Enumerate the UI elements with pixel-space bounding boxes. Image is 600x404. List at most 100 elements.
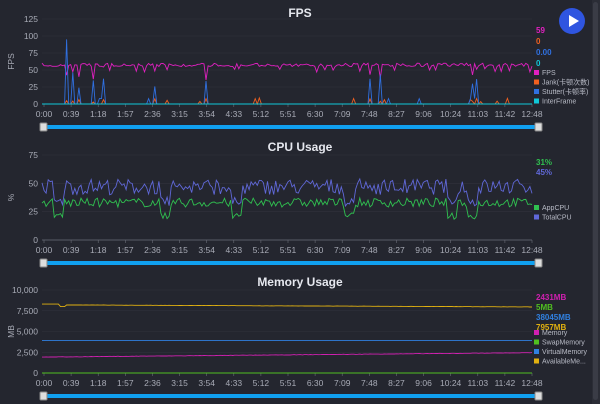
cpu-xtick: 10:24 [440,245,462,255]
cpu-legend-swatch[interactable] [534,214,539,220]
fps-xtick: 1:57 [117,109,134,119]
fps-xtick: 9:06 [415,109,432,119]
fps-xtick: 1:18 [90,109,107,119]
memory-xtick: 10:24 [440,378,462,388]
memory-xtick: 0:00 [36,378,53,388]
fps-legend-item[interactable]: Jank(卡顿次数) [542,78,589,87]
cpu-ylabel: % [6,193,16,201]
memory-current-value: 7957MB [536,323,566,332]
fps-xtick: 2:36 [144,109,161,119]
cpu-legend-swatch[interactable] [534,205,539,210]
cpu-title: CPU Usage [268,140,333,154]
fps-xtick: 12:48 [521,109,543,119]
fps-legend-swatch[interactable] [534,70,539,75]
fps-ytick: 125 [24,14,38,24]
cpu-xtick: 2:36 [144,245,161,255]
memory-range-slider[interactable] [44,394,540,398]
cpu-ytick: 75 [29,150,39,160]
memory-xtick: 5:51 [280,378,297,388]
memory-xtick: 5:12 [253,378,270,388]
memory-xtick: 6:30 [307,378,324,388]
fps-ytick: 25 [29,82,39,92]
cpu-xtick: 1:57 [117,245,134,255]
memory-ytick: 0 [33,368,38,378]
fps-series-stutter [42,39,532,105]
fps-xtick: 7:48 [361,109,378,119]
cpu-range-slider[interactable] [44,261,540,265]
cpu-xtick: 6:30 [307,245,324,255]
fps-title: FPS [288,6,311,20]
memory-xtick: 12:48 [521,378,543,388]
cpu-xtick: 12:48 [521,245,543,255]
cpu-legend-item[interactable]: AppCPU [542,205,569,212]
fps-legend-item[interactable]: InterFrame [542,99,576,106]
memory-xtick: 3:54 [198,378,215,388]
memory-legend-swatch[interactable] [534,349,539,354]
fps-series-jank [42,96,532,106]
cpu-xtick: 8:27 [388,245,405,255]
fps-ytick: 100 [24,31,38,41]
cpu-xtick: 9:06 [415,245,432,255]
fps-xtick: 0:00 [36,109,53,119]
memory-legend-swatch[interactable] [534,358,539,364]
fps-legend-swatch[interactable] [534,98,539,104]
memory-legend-item[interactable]: VirtualMemory [542,349,587,356]
fps-legend-item[interactable]: Stutter(卡顿率) [542,87,588,96]
cpu-current-value: 31% [536,158,552,167]
fps-range-slider[interactable] [44,125,540,129]
fps-ytick: 50 [29,65,39,75]
memory-legend-item[interactable]: Memory [542,330,568,337]
scrollbar[interactable] [592,0,600,404]
cpu-xtick: 5:12 [253,245,270,255]
cpu-xtick: 4:33 [226,245,243,255]
fps-legend-swatch[interactable] [534,79,539,85]
memory-ytick: 10,000 [12,285,38,295]
cpu-current-value: 45% [536,168,552,177]
memory-current-value: 2431MB [536,293,566,302]
cpu-xtick: 0:00 [36,245,53,255]
cpu-series-appcpu [41,196,533,220]
scrollbar-thumb[interactable] [593,2,598,400]
memory-xtick: 0:39 [63,378,80,388]
memory-legend-swatch[interactable] [534,330,539,335]
cpu-xtick: 3:15 [171,245,188,255]
memory-legend-swatch[interactable] [534,339,539,345]
cpu-slider-handle-right[interactable] [534,258,543,268]
play-button[interactable] [559,8,585,34]
fps-xtick: 5:12 [253,109,270,119]
cpu-xtick: 7:09 [334,245,351,255]
fps-xtick: 3:15 [171,109,188,119]
memory-xtick: 3:15 [171,378,188,388]
memory-ytick: 7,500 [17,306,39,316]
cpu-xtick: 11:03 [467,245,488,255]
cpu-xtick: 1:18 [90,245,107,255]
memory-ytick: 2,500 [17,347,39,357]
memory-slider-handle-right[interactable] [534,391,543,401]
fps-xtick: 7:09 [334,109,351,119]
memory-legend-item[interactable]: AvailableMe... [542,359,586,366]
fps-slider-handle-right[interactable] [534,122,543,132]
fps-legend-item[interactable]: FPS [542,70,556,77]
memory-xtick: 2:36 [144,378,161,388]
cpu-xtick: 11:42 [495,245,516,255]
memory-slider-handle-left[interactable] [39,391,48,401]
cpu-xtick: 5:51 [280,245,297,255]
cpu-legend-item[interactable]: TotalCPU [542,215,572,222]
fps-current-value: 0.00 [536,48,552,57]
fps-xtick: 11:42 [495,109,516,119]
fps-current-value: 0 [536,37,541,46]
memory-xtick: 1:18 [90,378,107,388]
fps-legend-swatch[interactable] [534,89,539,94]
memory-legend-item[interactable]: SwapMemory [542,340,585,347]
cpu-slider-handle-left[interactable] [39,258,48,268]
fps-ytick: 75 [29,48,39,58]
fps-current-value: 59 [536,26,545,35]
memory-current-value: 5MB [536,303,553,312]
memory-xtick: 1:57 [117,378,134,388]
cpu-ytick: 0 [33,235,38,245]
memory-title: Memory Usage [257,275,343,289]
fps-ytick: 0 [33,99,38,109]
fps-slider-handle-left[interactable] [39,122,48,132]
fps-xtick: 4:33 [226,109,243,119]
fps-xtick: 0:39 [63,109,80,119]
